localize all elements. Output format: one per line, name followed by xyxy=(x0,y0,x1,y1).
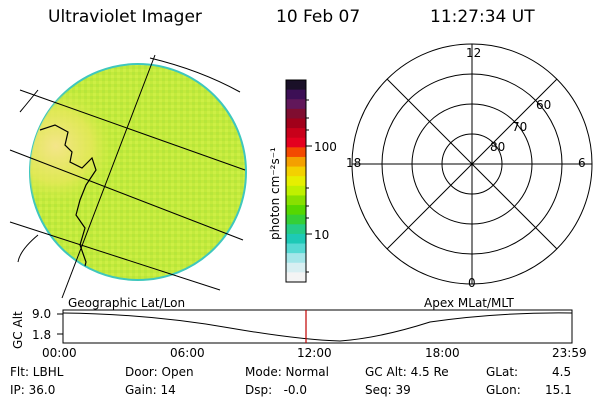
app-title: Ultraviolet Imager xyxy=(48,7,202,27)
ip-status: IP: 36.0 xyxy=(10,383,56,397)
colorbar-segment xyxy=(286,166,306,177)
mlt-label-0: 0 xyxy=(468,276,476,290)
polar-panel-caption: Apex MLat/MLT xyxy=(424,296,514,310)
colorbar-segment xyxy=(286,253,306,264)
mlat-label-70: 70 xyxy=(512,120,528,134)
colorbar-unit-label: photon cm⁻²s⁻¹ xyxy=(268,147,282,240)
geo-image-panel xyxy=(9,54,247,299)
altitude-xtick: 23:59 xyxy=(552,346,587,360)
colorbar-tick-label: 100 xyxy=(314,140,337,154)
colorbar-tick-label: 10 xyxy=(314,228,330,242)
mlt-label-12: 12 xyxy=(466,46,482,60)
colorbar-segment xyxy=(286,272,306,283)
mode-status: Mode: Normal xyxy=(245,365,329,379)
glon-label: GLon: xyxy=(486,383,521,397)
colorbar-frame xyxy=(285,79,307,283)
filter-status: Flt: LBHL xyxy=(10,365,64,379)
date-label: 10 Feb 07 xyxy=(276,7,361,27)
altitude-curve xyxy=(62,312,573,342)
colorbar-segment xyxy=(286,108,306,119)
seq-status: Seq: 39 xyxy=(365,383,411,397)
colorbar-segment xyxy=(286,89,306,100)
altitude-ytick: 9.0 xyxy=(32,307,52,321)
colorbar-segment xyxy=(286,262,306,273)
colorbar xyxy=(286,80,306,283)
coastline-overlay xyxy=(39,124,97,279)
mlt-label-6: 6 xyxy=(578,156,586,170)
altitude-ytick: 1.8 xyxy=(32,328,52,342)
altitude-ylabel: GC Alt xyxy=(11,311,25,349)
gc-alt-status: GC Alt: 4.5 Re xyxy=(365,365,449,379)
lat-lon-grid xyxy=(9,54,246,299)
altitude-xtick: 06:00 xyxy=(170,346,205,360)
colorbar-segment xyxy=(286,243,306,254)
altitude-xtick: 00:00 xyxy=(42,346,77,360)
colorbar-segment xyxy=(286,99,306,110)
colorbar-segment xyxy=(286,224,306,235)
altitude-xtick: 12:00 xyxy=(297,346,332,360)
colorbar-segment xyxy=(286,195,306,206)
altitude-xtick: 18:00 xyxy=(425,346,460,360)
dsp-status: Dsp: -0.0 xyxy=(245,383,308,397)
colorbar-segment xyxy=(286,205,306,216)
colorbar-segment xyxy=(286,185,306,196)
door-status: Door: Open xyxy=(125,365,194,379)
mlat-label-60: 60 xyxy=(536,98,552,112)
colorbar-segment xyxy=(286,176,306,187)
altitude-plot xyxy=(57,309,573,344)
glat-label: GLat: xyxy=(486,365,519,379)
colorbar-segment xyxy=(286,137,306,148)
colorbar-segment xyxy=(286,233,306,245)
geo-panel-caption: Geographic Lat/Lon xyxy=(68,296,186,310)
colorbar-segment xyxy=(286,118,306,129)
colorbar-segment xyxy=(286,214,306,225)
colorbar-segment xyxy=(286,80,306,91)
time-label: 11:27:34 UT xyxy=(430,7,535,27)
gain-status: Gain: 14 xyxy=(125,383,176,397)
mlat-label-80: 80 xyxy=(490,140,506,154)
glon-value: 15.1 xyxy=(545,383,572,397)
colorbar-segment xyxy=(286,156,306,168)
glat-value: 4.5 xyxy=(552,365,572,379)
colorbar-segment xyxy=(286,128,306,139)
mlt-label-18: 18 xyxy=(346,156,362,170)
polar-grid xyxy=(351,43,593,285)
colorbar-segment xyxy=(286,147,306,158)
